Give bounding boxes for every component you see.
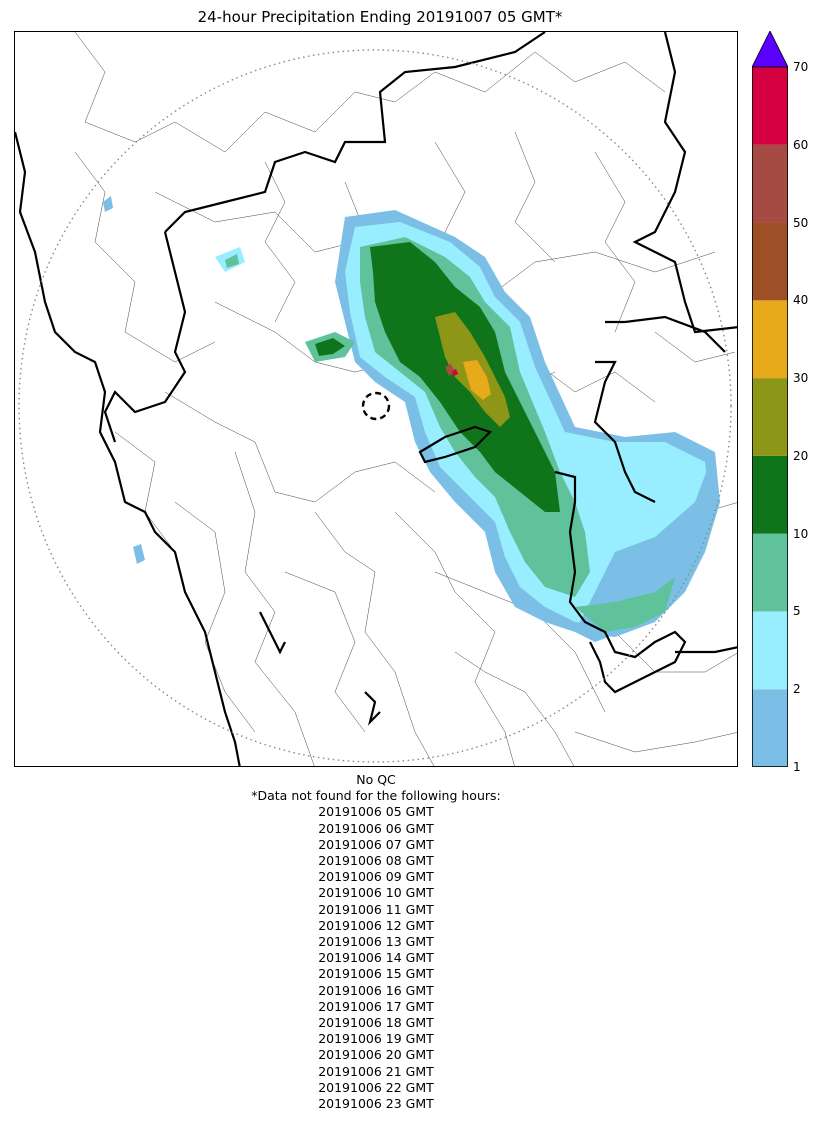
precip-50-60mm	[445, 364, 455, 376]
missing-hour-item: 20191006 23 GMT	[318, 1096, 434, 1112]
precipitation-map	[14, 31, 738, 767]
precip-arc-east-2	[575, 577, 675, 632]
missing-hour-item: 20191006 08 GMT	[318, 853, 434, 869]
colorbar-tick-label: 10	[793, 526, 809, 541]
precip-west-blob-5	[133, 544, 145, 564]
colorbar-tick-label: 60	[793, 137, 809, 152]
missing-hour-item: 20191006 13 GMT	[318, 934, 434, 950]
precip-30-40mm	[463, 360, 491, 400]
missing-hour-item: 20191006 05 GMT	[318, 804, 434, 820]
missing-hour-item: 20191006 11 GMT	[318, 901, 434, 917]
colorbar-tick-label: 40	[793, 293, 809, 308]
colorbar-tick-label: 5	[793, 604, 801, 619]
missing-hour-item: 20191006 14 GMT	[318, 950, 434, 966]
range-ring	[18, 49, 732, 763]
colorbar-segment	[752, 67, 788, 145]
map-canvas	[15, 32, 737, 766]
colorbar-tick-label: 50	[793, 215, 809, 230]
missing-hour-item: 20191006 12 GMT	[318, 917, 434, 933]
colorbar-segment	[752, 533, 788, 612]
state-boundaries	[15, 32, 737, 766]
colorbar-segment	[752, 455, 788, 534]
missing-hour-item: 20191006 19 GMT	[318, 1031, 434, 1047]
radar-site-marker	[361, 391, 391, 421]
colorbar-segment	[752, 611, 788, 690]
colorbar-tick-label: 30	[793, 371, 809, 386]
colorbar-segment	[752, 689, 788, 767]
missing-hour-item: 20191006 15 GMT	[318, 966, 434, 982]
colorbar-tick-label: 70	[793, 60, 809, 74]
colorbar-segment	[752, 144, 788, 223]
missing-hour-item: 20191006 20 GMT	[318, 1047, 434, 1063]
missing-hour-item: 20191006 16 GMT	[318, 982, 434, 998]
missing-hour-item: 20191006 07 GMT	[318, 836, 434, 852]
precip-west-blob-4	[225, 254, 239, 268]
colorbar-tick-label: 1	[793, 760, 801, 774]
precip-arc-east-1	[575, 462, 720, 642]
colorbar-border	[752, 66, 788, 767]
colorbar-segment	[752, 378, 788, 456]
precip-west-blob-6	[103, 196, 113, 212]
notes-block: No QC *Data not found for the following …	[0, 772, 752, 1112]
missing-hour-item: 20191006 22 GMT	[318, 1079, 434, 1095]
precipitation-field	[103, 196, 720, 642]
colorbar-tick-label: 2	[793, 682, 801, 697]
missing-hour-item: 20191006 06 GMT	[318, 820, 434, 836]
colorbar-tick-label: 20	[793, 448, 809, 463]
missing-hours-header: *Data not found for the following hours:	[251, 788, 501, 804]
missing-hour-item: 20191006 10 GMT	[318, 885, 434, 901]
map-title: 24-hour Precipitation Ending 20191007 05…	[197, 8, 563, 26]
missing-hour-item: 20191006 09 GMT	[318, 869, 434, 885]
precip-60-70mm	[452, 369, 458, 376]
missing-hour-item: 20191006 18 GMT	[318, 1015, 434, 1031]
colorbar-segment	[752, 300, 788, 379]
missing-hours-list: 20191006 05 GMT 20191006 06 GMT 20191006 0…	[0, 804, 752, 1112]
colorbar-canvas	[752, 31, 788, 767]
missing-hour-item: 20191006 21 GMT	[318, 1063, 434, 1079]
precip-west-blob-2	[315, 338, 345, 356]
colorbar-segment	[752, 222, 788, 301]
qc-note: No QC	[356, 772, 396, 787]
missing-hour-item: 20191006 17 GMT	[318, 998, 434, 1014]
colorbar	[752, 31, 788, 767]
colorbar-extend-arrow	[752, 31, 788, 68]
